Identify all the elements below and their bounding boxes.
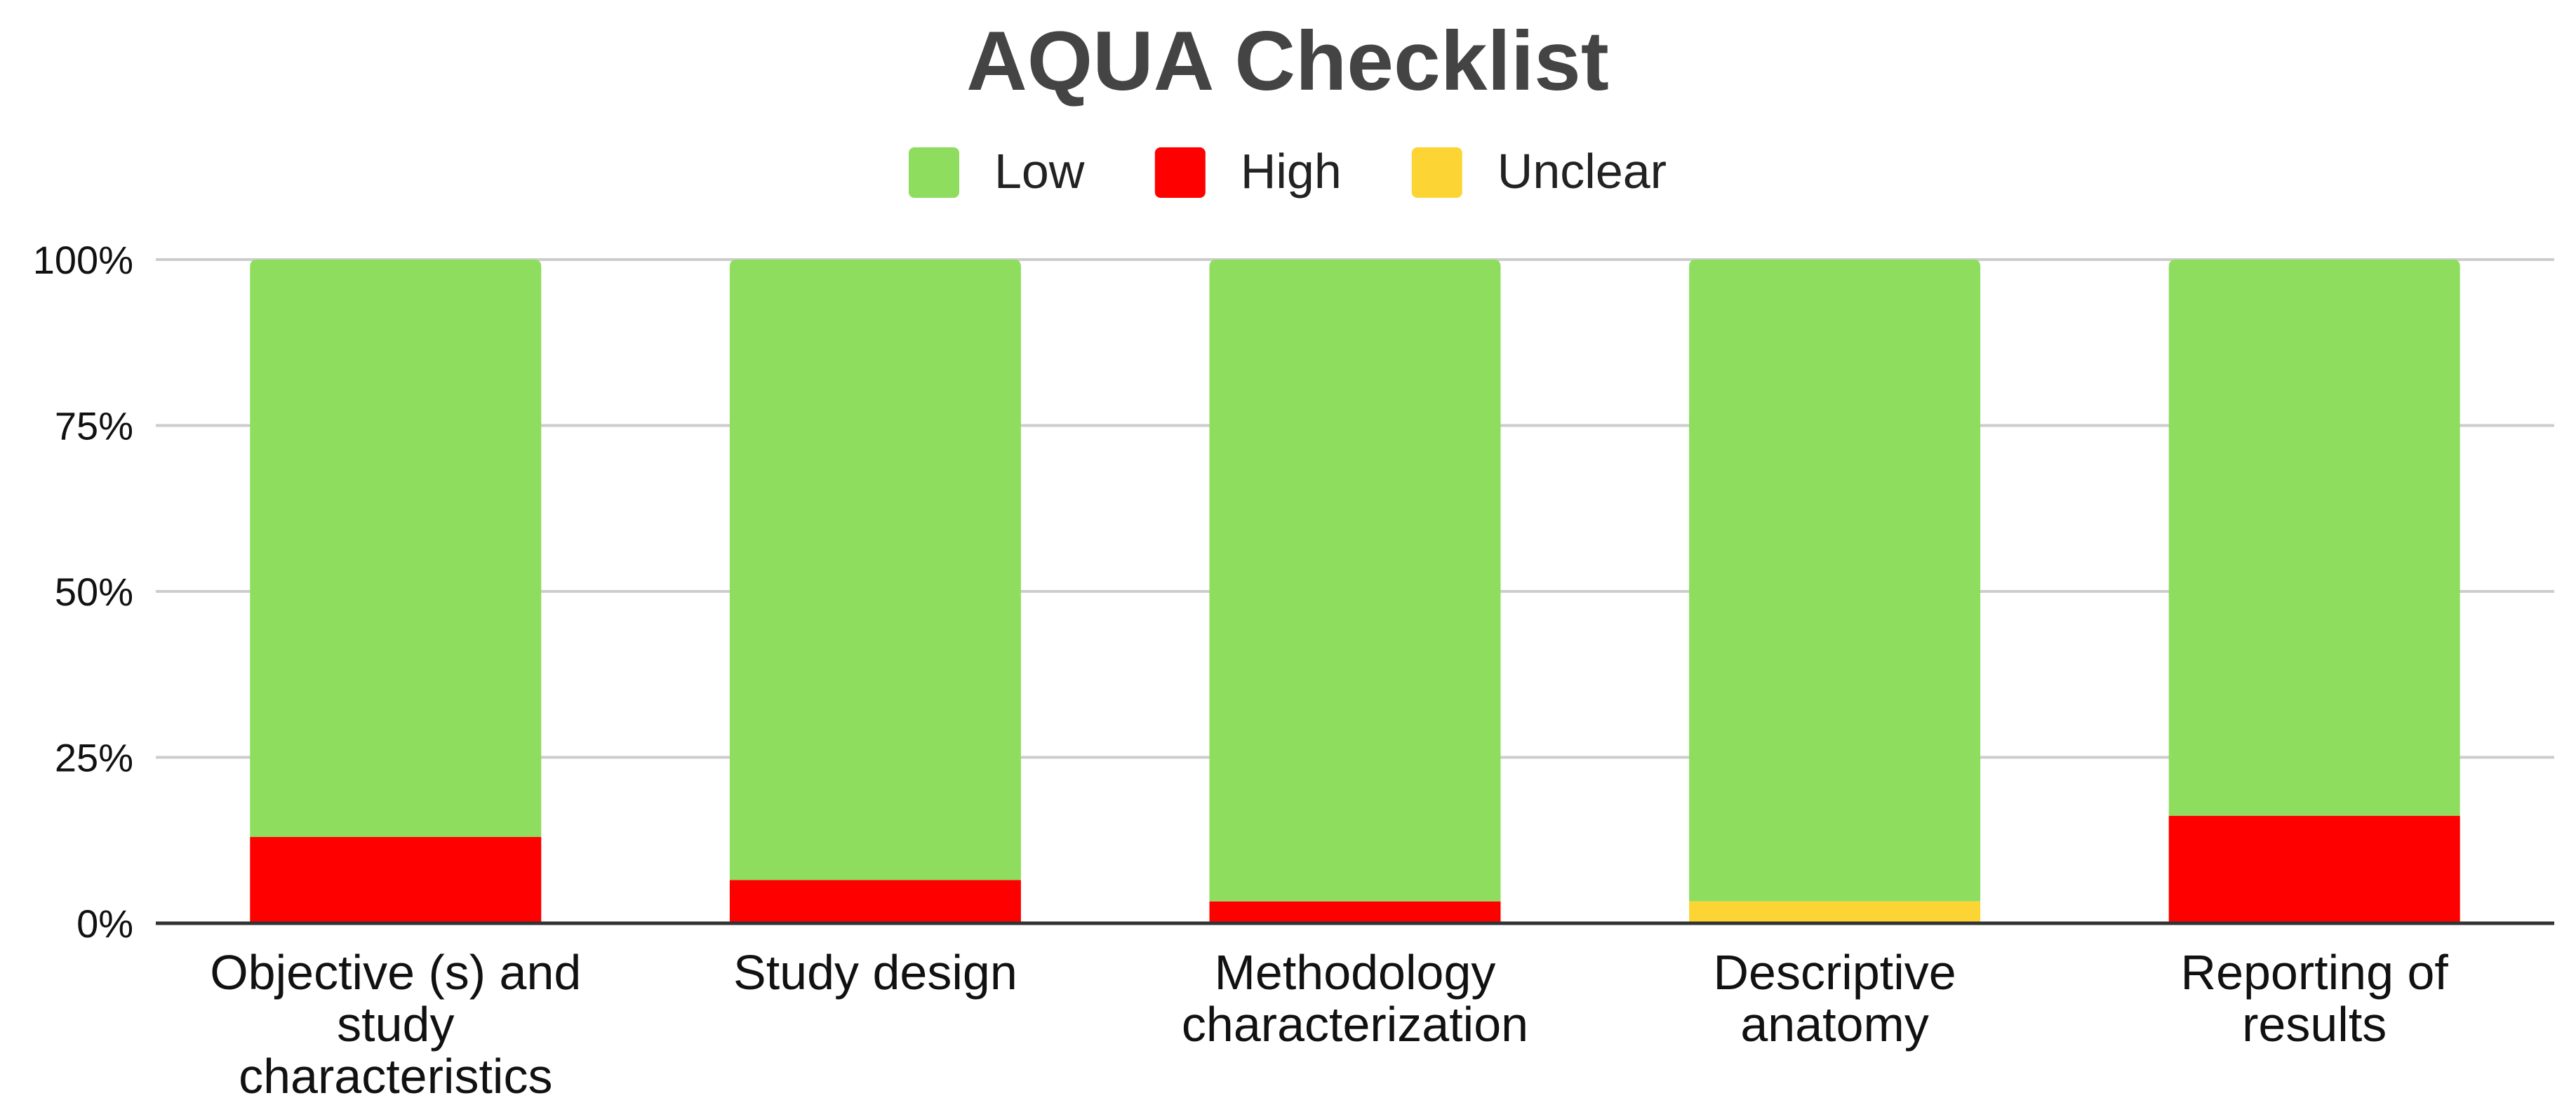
legend-swatch <box>1411 147 1462 198</box>
bar-stack <box>250 260 542 923</box>
bar-segment-unclear <box>1689 901 1981 923</box>
y-tick-label: 25% <box>55 736 133 780</box>
bar-segment-low <box>1689 260 1981 902</box>
x-tick-label: Reporting of results <box>2181 945 2449 1052</box>
x-tick-label: Study design <box>733 945 1017 1000</box>
bar-stack <box>2168 260 2460 923</box>
legend-label: Unclear <box>1497 144 1667 199</box>
bars <box>250 260 2460 923</box>
y-axis-ticks: 0% 25% 50% 75% 100% <box>33 238 133 946</box>
bar-segment-low <box>250 260 542 838</box>
bar-stack <box>1209 260 1501 923</box>
x-axis-labels: Objective (s) and study characteristics Stu… <box>210 945 2448 1104</box>
x-tick-label: Descriptive anatomy <box>1713 945 1956 1052</box>
bar-segment-high <box>2168 815 2460 923</box>
legend-label: High <box>1241 144 1342 199</box>
y-tick-label: 75% <box>55 404 133 448</box>
legend-item-high: High <box>1154 144 1342 199</box>
bar-segment-low <box>1209 260 1501 902</box>
bar-segment-high <box>250 837 542 923</box>
bar-segment-low <box>2168 260 2460 816</box>
y-tick-label: 50% <box>55 570 133 614</box>
legend-swatch <box>908 147 959 198</box>
x-tick-label: Objective (s) and study characteristics <box>210 945 581 1104</box>
bar-stack <box>729 260 1021 923</box>
legend-item-low: Low <box>908 144 1085 199</box>
bar-segment-low <box>729 260 1021 880</box>
legend-label: Low <box>994 144 1085 199</box>
legend-item-unclear: Unclear <box>1411 144 1667 199</box>
y-tick-label: 0% <box>76 902 133 946</box>
legend-swatch <box>1154 147 1206 198</box>
bar-stack <box>1689 260 1981 923</box>
bar-segment-high <box>1209 901 1501 923</box>
x-tick-label: Methodology characterization <box>1182 945 1528 1052</box>
bar-segment-high <box>729 880 1021 923</box>
y-tick-label: 100% <box>33 238 133 282</box>
chart-title: AQUA Checklist <box>966 14 1609 108</box>
legend: Low High Unclear <box>908 144 1667 199</box>
